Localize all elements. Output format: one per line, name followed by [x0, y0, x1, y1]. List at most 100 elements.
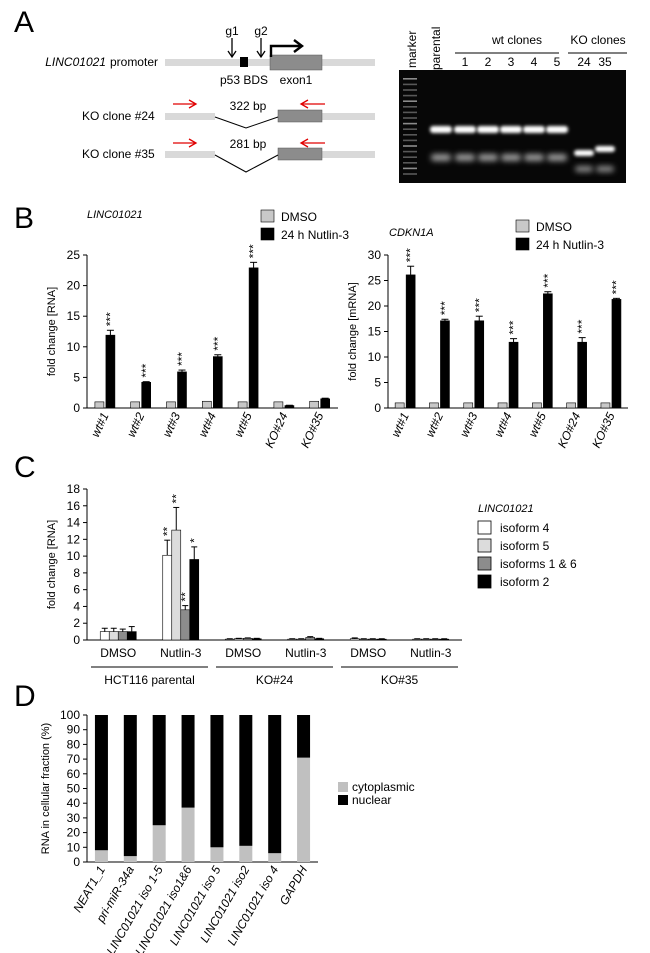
- bar-isoforms-1-6: [305, 637, 316, 641]
- significance-label: ***: [139, 363, 153, 377]
- x-group-label: Nutlin-3: [410, 646, 452, 660]
- bar-isoform-4: [162, 554, 173, 641]
- gel-lane-marker: marker: [405, 31, 419, 68]
- ko24-deletion: [214, 116, 279, 129]
- panel-label-d: D: [14, 680, 36, 713]
- ko35-exon: [277, 147, 323, 161]
- x-tick-label: KO#24: [262, 410, 291, 450]
- y-tick-label: 10: [368, 350, 382, 364]
- significance-label: ***: [103, 312, 117, 326]
- bar-dmso: [166, 401, 176, 409]
- x-tick-label: wt#1: [88, 410, 111, 439]
- gel-ladder-band: [403, 139, 417, 142]
- significance-label: ***: [575, 319, 589, 333]
- bar-isoform-5: [108, 631, 119, 641]
- gel-ladder-band: [403, 89, 417, 91]
- chart-title: LINC01021: [87, 209, 143, 221]
- gel-ladder-band: [403, 162, 417, 164]
- y-tick-label: 0: [73, 633, 80, 647]
- bar-isoforms-1-6: [242, 638, 253, 641]
- y-tick-label: 20: [368, 299, 382, 313]
- promoter-diagram: LINC01021 promoter g1 g2 p53 BDS exon1 KO…: [45, 24, 375, 173]
- p53-bds-box: [240, 57, 248, 67]
- gel-band-primer-dimer: [501, 154, 521, 161]
- x-tick-label: wt#2: [423, 410, 447, 439]
- x-tick-label: KO#35: [589, 410, 618, 450]
- y-tick-label: 6: [73, 583, 80, 597]
- legend-label: isoform 2: [500, 575, 550, 589]
- bar-nutlin: [177, 371, 187, 409]
- ko35-deletion: [214, 154, 279, 173]
- y-axis-label: fold change [RNA]: [46, 287, 58, 376]
- y-tick-label: 70: [67, 752, 81, 766]
- legend-label: isoform 5: [500, 539, 550, 553]
- y-tick-label: 40: [67, 796, 81, 810]
- panel-label-a: A: [14, 6, 34, 39]
- bar-isoform-5: [296, 638, 307, 641]
- bar-dmso: [429, 402, 439, 409]
- bar-nuclear: [210, 715, 224, 848]
- gel-ladder-band: [403, 128, 417, 130]
- gel-band-primer-dimer: [547, 154, 567, 161]
- ko35-forward-primer-arrow: [173, 138, 198, 148]
- gel-band-primer-dimer: [575, 166, 593, 172]
- significance-label: **: [160, 527, 174, 537]
- bar-cytoplasmic: [123, 856, 137, 862]
- cell-line-label: KO#24: [256, 673, 294, 687]
- bar-nutlin: [284, 405, 295, 409]
- legend-label: isoform 4: [500, 521, 550, 535]
- y-tick-label: 25: [368, 274, 382, 288]
- bar-nutlin: [213, 356, 223, 409]
- bar-nuclear: [152, 715, 166, 826]
- y-tick-label: 100: [60, 708, 80, 722]
- bar-isoform-4: [99, 631, 110, 641]
- bar-isoform-4: [287, 638, 298, 641]
- bar-nuclear: [268, 715, 282, 854]
- x-group-label: Nutlin-3: [285, 646, 327, 660]
- gel-band-full-length: [430, 126, 452, 133]
- x-tick-label: wt#5: [526, 410, 550, 439]
- y-axis-label: fold change [mRNA]: [347, 282, 359, 380]
- ko35-reverse-primer-arrow: [299, 138, 325, 148]
- legend-label-dmso: DMSO: [536, 220, 572, 234]
- significance-label: ***: [609, 280, 623, 294]
- g1-label: g1: [225, 24, 239, 38]
- x-tick-label: KO#24: [555, 410, 584, 450]
- gel-band-full-length: [500, 126, 522, 133]
- x-group-label: DMSO: [225, 646, 261, 660]
- gel-ladder-band: [403, 167, 417, 170]
- gel-ladder-band: [403, 78, 417, 80]
- gel-band-full-length: [546, 126, 568, 133]
- promoter-word: promoter: [110, 55, 158, 69]
- legend-swatch-cytoplasmic: [338, 782, 348, 792]
- gel-bands: [403, 78, 615, 175]
- y-tick-label: 14: [67, 516, 81, 530]
- cell-line-label: KO#35: [381, 673, 419, 687]
- bar-dmso: [497, 402, 508, 409]
- x-tick-label: KO#35: [298, 410, 327, 450]
- bar-dmso: [309, 400, 320, 409]
- bar-isoform-4: [224, 638, 235, 641]
- legend-swatch-nuclear: [338, 795, 348, 805]
- promoter-label: LINC01021 promoter: [45, 55, 158, 69]
- bar-isoform-5: [171, 529, 182, 641]
- g2-arrow: [256, 38, 266, 59]
- bar-isoform-2: [439, 638, 450, 641]
- bar-nutlin: [320, 398, 331, 409]
- gel-ladder-band: [403, 156, 417, 158]
- ko35-size: 281 bp: [230, 137, 267, 151]
- legend-swatch-dmso: [515, 219, 530, 233]
- gel-lane-wt-2: 2: [485, 55, 492, 69]
- gel-band-ko-deletion: [574, 150, 594, 156]
- gel-lane-ko-35: 35: [598, 55, 612, 69]
- chart-title: CDKN1A: [389, 227, 434, 239]
- y-tick-label: 8: [73, 566, 80, 580]
- gel-ladder-band: [403, 100, 417, 102]
- g1-arrow: [227, 38, 237, 59]
- y-tick-label: 4: [73, 599, 80, 613]
- legend-label-nutlin: 24 h Nutlin-3: [281, 228, 349, 242]
- bar-cytoplasmic: [152, 825, 166, 862]
- legend-label: isoforms 1 & 6: [500, 557, 577, 571]
- legend-swatch: [477, 556, 492, 571]
